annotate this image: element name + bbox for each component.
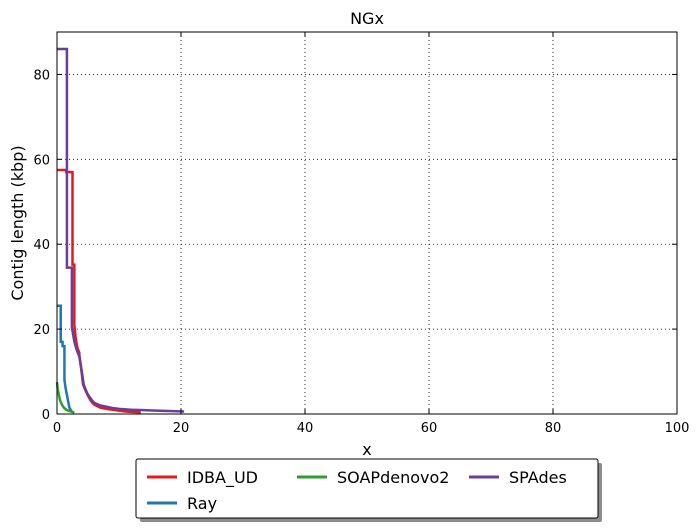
y-tick-label: 0	[42, 408, 50, 423]
x-tick-label: 20	[173, 421, 190, 436]
legend-label-idba-ud: IDBA_UD	[187, 468, 258, 488]
x-tick-label: 80	[545, 421, 562, 436]
legend-label-soapdenovo2: SOAPdenovo2	[337, 468, 449, 487]
y-tick-label: 20	[33, 323, 50, 338]
legend-label-ray: Ray	[187, 494, 217, 513]
legend-label-spades: SPAdes	[509, 468, 567, 487]
series-line-soapdenovo2	[55, 382, 75, 414]
x-tick-label: 100	[665, 421, 690, 436]
legend: IDBA_UD Ray SOAPdenovo2 SPAdes	[135, 458, 602, 522]
series-layer	[55, 47, 185, 414]
y-axis-label: Contig length (kbp)	[8, 145, 27, 300]
chart-title: NGx	[350, 9, 384, 28]
x-tick-label: 60	[421, 421, 438, 436]
y-tick-label: 40	[33, 238, 50, 253]
ticks: 0 20 40 60 80 100 0 20 40 60 80	[33, 32, 689, 436]
y-tick-label: 80	[33, 68, 50, 83]
x-tick-label: 40	[297, 421, 314, 436]
x-tick-label: 0	[53, 421, 61, 436]
x-axis-label: x	[362, 440, 371, 459]
plot-frame	[56, 31, 678, 415]
grid-lines	[57, 32, 677, 414]
y-tick-label: 60	[33, 153, 50, 168]
series-line-spades	[57, 47, 185, 413]
plot-area	[57, 32, 677, 414]
series-line-ray	[57, 304, 73, 413]
